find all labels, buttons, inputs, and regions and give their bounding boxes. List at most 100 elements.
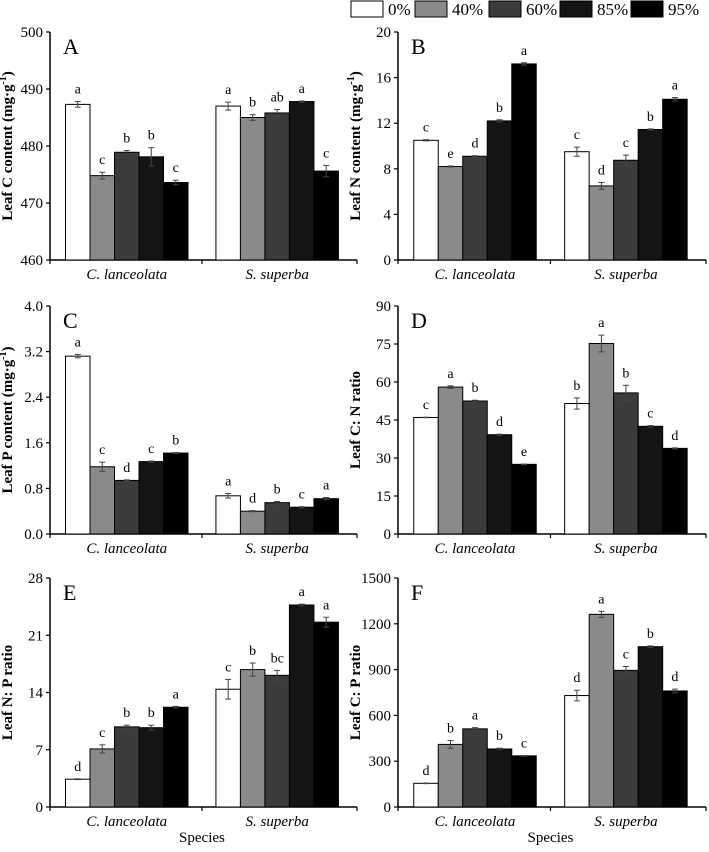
y-axis-title-sup: -1 xyxy=(0,76,9,84)
y-tick-label: 900 xyxy=(369,663,392,679)
significance-letter: c xyxy=(225,660,231,675)
bar-60%-0 xyxy=(114,151,140,261)
significance-letter: c xyxy=(423,398,429,413)
error-bar xyxy=(99,744,106,754)
y-tick-label: 0.0 xyxy=(24,527,43,543)
bar-85%-1 xyxy=(637,128,664,261)
category-label: C. lanceolata xyxy=(435,267,516,283)
category-label: S. superba xyxy=(246,814,309,830)
y-tick-label: 0 xyxy=(384,527,392,543)
category-label: C. lanceolata xyxy=(86,267,167,283)
significance-letter: c xyxy=(173,161,179,176)
y-tick-label: 16 xyxy=(376,71,392,87)
error-bar xyxy=(496,747,503,751)
significance-letter: b xyxy=(148,129,155,144)
error-bar xyxy=(172,179,179,186)
significance-letter: a xyxy=(75,335,82,350)
error-bar xyxy=(521,755,527,757)
bar-0%-1 xyxy=(215,495,241,535)
bar-0%-0 xyxy=(413,139,439,261)
error-bar xyxy=(423,416,429,419)
panel-label: D xyxy=(411,308,427,333)
bar-0%-0 xyxy=(65,355,91,535)
significance-letter: c xyxy=(423,121,429,136)
error-bar xyxy=(671,688,678,694)
error-bar xyxy=(423,782,429,785)
error-bar xyxy=(249,114,256,121)
significance-letter: c xyxy=(99,443,105,458)
bar-60%-0 xyxy=(462,155,488,261)
significance-letter: e xyxy=(521,445,527,460)
y-tick-label: 21 xyxy=(28,628,43,644)
error-bar xyxy=(496,119,503,123)
bar-60%-1 xyxy=(264,112,290,261)
error-bar xyxy=(573,689,580,702)
significance-letter: e xyxy=(447,147,453,162)
significance-letter: b xyxy=(622,366,629,381)
panel-E: 0 7 14 21 28 Leaf N: P ratio E C. lanceolata d c b… xyxy=(0,571,358,846)
error-bar xyxy=(447,385,454,389)
significance-letter: a xyxy=(521,44,528,59)
significance-letter: b xyxy=(496,101,503,116)
legend-label: 85% xyxy=(597,0,628,19)
y-tick-label: 4 xyxy=(384,207,392,223)
y-tick-label: 4.0 xyxy=(24,299,43,315)
significance-letter: a xyxy=(672,79,679,94)
error-bar xyxy=(647,425,654,428)
panel-label: A xyxy=(63,34,79,59)
error-bar xyxy=(622,666,629,675)
y-tick-label: 480 xyxy=(21,139,44,155)
y-tick-label: 0 xyxy=(384,253,392,269)
error-bar xyxy=(573,397,580,410)
y-axis-title: Leaf C: N ratio xyxy=(348,371,364,469)
error-bar xyxy=(472,399,478,403)
error-bar xyxy=(99,171,106,180)
bar-40%-0 xyxy=(437,386,464,535)
bar-0%-0 xyxy=(65,103,91,261)
bar-60%-0 xyxy=(114,479,140,535)
bar-0%-1 xyxy=(564,403,590,535)
error-bar xyxy=(622,384,629,401)
bar-40%-0 xyxy=(89,466,115,535)
bar-85%-0 xyxy=(486,748,513,808)
error-bar xyxy=(225,493,232,499)
significance-letter: d xyxy=(671,670,678,685)
error-bar xyxy=(99,461,106,472)
category-label: S. superba xyxy=(594,267,657,283)
y-tick-label: 0.8 xyxy=(24,481,43,497)
significance-letter: b xyxy=(274,483,281,498)
significance-letter: b xyxy=(447,722,454,737)
bar-60%-0 xyxy=(114,726,140,808)
y-tick-label: 500 xyxy=(21,25,44,41)
bar-95%-1 xyxy=(313,621,339,808)
error-bar xyxy=(671,97,678,102)
bar-85%-0 xyxy=(486,120,513,261)
error-bar xyxy=(274,501,281,505)
y-axis-title-text: Leaf N: P ratio xyxy=(0,645,16,740)
significance-letter: b xyxy=(472,381,479,396)
significance-letter: d xyxy=(423,764,430,779)
error-bar xyxy=(647,128,654,131)
significance-letter: c xyxy=(623,136,629,151)
significance-letter: a xyxy=(323,598,330,613)
category-label: S. superba xyxy=(594,541,657,557)
significance-letter: b xyxy=(123,706,130,721)
y-axis-title-text: Leaf C: P ratio xyxy=(348,645,364,740)
error-bar xyxy=(148,147,155,167)
significance-letter: c xyxy=(99,726,105,741)
panel-label: F xyxy=(411,580,423,605)
y-tick-label: 12 xyxy=(376,116,391,132)
bar-85%-1 xyxy=(637,646,664,808)
error-bar xyxy=(225,101,232,111)
significance-letter: b xyxy=(148,706,155,721)
bar-0%-0 xyxy=(413,782,439,808)
bar-0%-0 xyxy=(65,778,91,808)
bar-40%-1 xyxy=(239,669,266,808)
significance-letter: a xyxy=(472,709,479,724)
significance-letter: c xyxy=(521,737,527,752)
error-bar xyxy=(148,460,155,463)
x-axis-title: Species xyxy=(528,830,574,846)
y-axis-title: Leaf C content (mg·g-1) xyxy=(0,71,16,221)
error-bar xyxy=(472,727,478,731)
